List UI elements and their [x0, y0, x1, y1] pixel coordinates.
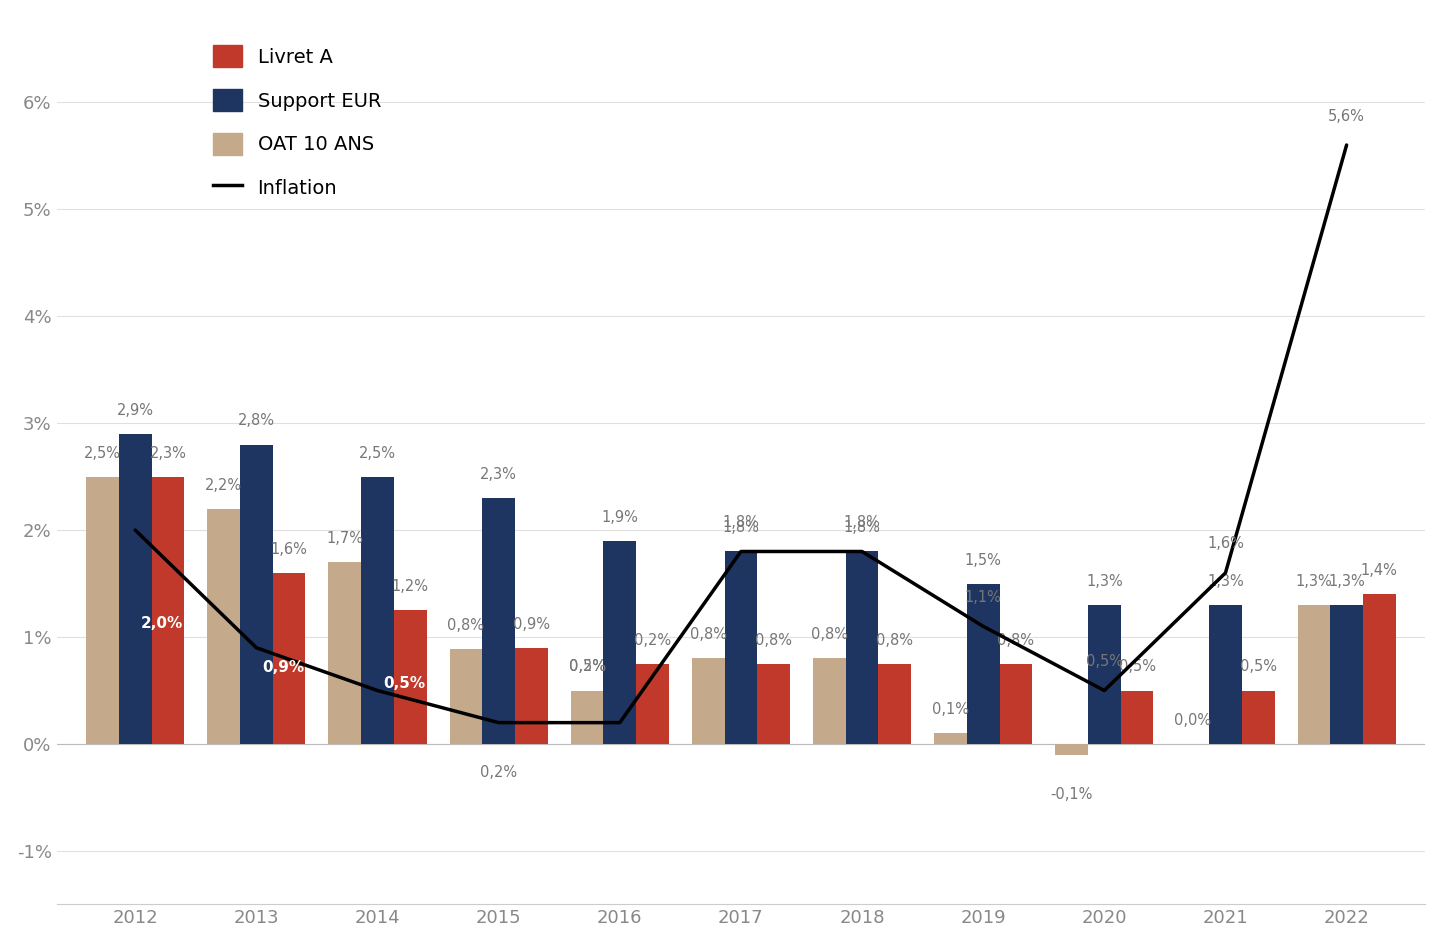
- Text: 1,7%: 1,7%: [326, 531, 363, 547]
- Text: 2,5%: 2,5%: [359, 446, 397, 461]
- Text: 0,9%: 0,9%: [262, 660, 304, 675]
- Bar: [360, 477, 394, 744]
- Text: 1,4%: 1,4%: [1361, 564, 1397, 579]
- Text: 1,3%: 1,3%: [1086, 574, 1123, 589]
- Bar: [118, 434, 151, 744]
- Bar: [934, 733, 966, 744]
- Bar: [878, 664, 911, 744]
- Text: 1,8%: 1,8%: [722, 520, 760, 535]
- Text: 0,5%: 0,5%: [1086, 654, 1123, 669]
- Bar: [1242, 691, 1275, 744]
- Text: 1,8%: 1,8%: [844, 515, 881, 531]
- Bar: [239, 445, 273, 744]
- Bar: [724, 551, 757, 744]
- Text: 2,3%: 2,3%: [480, 467, 518, 482]
- Text: 1,8%: 1,8%: [722, 515, 760, 531]
- Bar: [1208, 605, 1242, 744]
- Text: 1,1%: 1,1%: [965, 590, 1002, 605]
- Text: 1,9%: 1,9%: [601, 510, 639, 525]
- Text: 1,6%: 1,6%: [1207, 536, 1244, 551]
- Text: 0,0%: 0,0%: [1174, 713, 1211, 728]
- Text: 0,5%: 0,5%: [1240, 660, 1276, 675]
- Bar: [394, 611, 427, 744]
- Bar: [813, 659, 845, 744]
- Text: 1,3%: 1,3%: [1328, 574, 1366, 589]
- Bar: [1298, 605, 1330, 744]
- Text: 0,9%: 0,9%: [513, 616, 549, 632]
- Bar: [515, 648, 548, 744]
- Bar: [450, 649, 482, 744]
- Text: 2,0%: 2,0%: [141, 616, 183, 632]
- Text: 1,8%: 1,8%: [844, 520, 881, 535]
- Text: 2,9%: 2,9%: [117, 403, 154, 418]
- Bar: [999, 664, 1032, 744]
- Text: 2,5%: 2,5%: [84, 446, 121, 461]
- Text: 1,3%: 1,3%: [1295, 574, 1332, 589]
- Text: 2,8%: 2,8%: [238, 413, 275, 429]
- Bar: [1120, 691, 1154, 744]
- Bar: [329, 563, 360, 744]
- Text: 0,1%: 0,1%: [932, 702, 969, 717]
- Bar: [636, 664, 669, 744]
- Bar: [87, 477, 118, 744]
- Text: 0,8%: 0,8%: [756, 632, 792, 648]
- Text: 0,8%: 0,8%: [877, 632, 913, 648]
- Bar: [571, 691, 603, 744]
- Bar: [1056, 744, 1087, 754]
- Text: 2,2%: 2,2%: [205, 478, 242, 493]
- Text: 0,5%: 0,5%: [384, 676, 425, 691]
- Bar: [1363, 595, 1396, 744]
- Text: 0,2%: 0,2%: [634, 632, 671, 648]
- Text: 0,8%: 0,8%: [810, 628, 848, 643]
- Text: 0,8%: 0,8%: [998, 632, 1034, 648]
- Legend: Livret A, Support EUR, OAT 10 ANS, Inflation: Livret A, Support EUR, OAT 10 ANS, Infla…: [203, 35, 391, 209]
- Bar: [692, 659, 724, 744]
- Text: 0,2%: 0,2%: [568, 660, 606, 675]
- Text: 0,5%: 0,5%: [1119, 660, 1155, 675]
- Bar: [151, 477, 185, 744]
- Bar: [1087, 605, 1120, 744]
- Text: 1,5%: 1,5%: [965, 552, 1002, 567]
- Bar: [757, 664, 790, 744]
- Bar: [1330, 605, 1363, 744]
- Text: 2,3%: 2,3%: [150, 446, 186, 461]
- Bar: [966, 583, 999, 744]
- Bar: [845, 551, 878, 744]
- Text: 0,5%: 0,5%: [568, 660, 606, 675]
- Bar: [208, 509, 239, 744]
- Text: 0,2%: 0,2%: [480, 766, 518, 781]
- Bar: [603, 541, 636, 744]
- Text: 0,8%: 0,8%: [689, 628, 727, 643]
- Bar: [273, 573, 306, 744]
- Text: 5,6%: 5,6%: [1328, 109, 1366, 124]
- Text: 1,6%: 1,6%: [271, 542, 307, 557]
- Text: 0,8%: 0,8%: [447, 617, 485, 632]
- Text: -0,1%: -0,1%: [1050, 786, 1093, 801]
- Text: 1,3%: 1,3%: [1207, 574, 1244, 589]
- Bar: [482, 498, 515, 744]
- Text: 1,2%: 1,2%: [392, 580, 428, 595]
